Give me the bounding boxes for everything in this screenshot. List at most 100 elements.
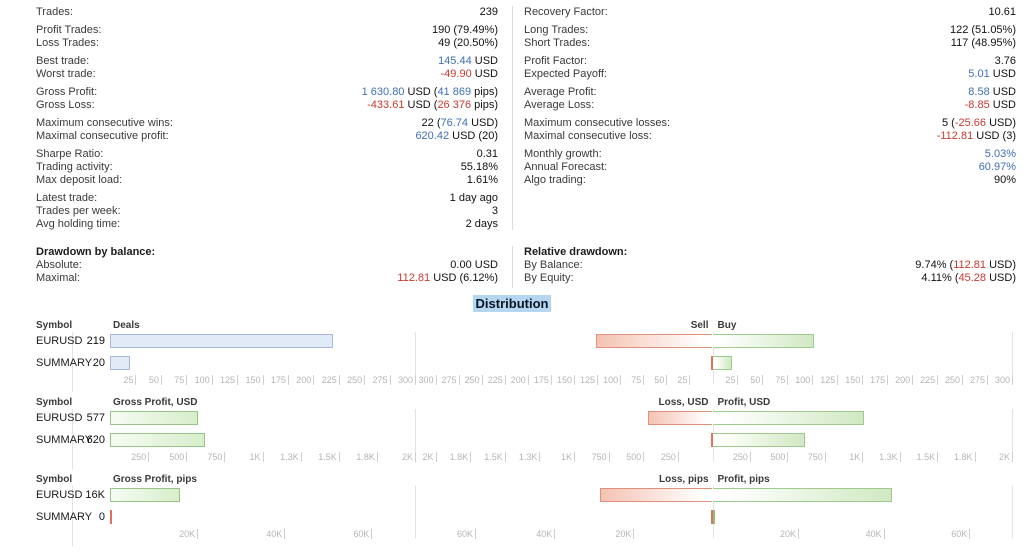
axis-tick: [937, 375, 939, 385]
axis-tick-label: 100: [795, 375, 811, 385]
symbol-summary: SUMMARY: [36, 434, 93, 446]
stat-value: -433.61 USD (26 376 pips): [367, 99, 498, 112]
axis-tick: [643, 452, 645, 462]
stat-value-part: -433.61: [367, 99, 405, 111]
axis-tick-label: 300: [397, 375, 413, 385]
axis-tick: [313, 375, 315, 385]
axis-tick-label: 60K: [353, 529, 370, 539]
axis-tick: [415, 375, 416, 385]
stat-value-part: 0.00 USD: [450, 259, 498, 271]
axis-tick: [481, 375, 483, 385]
axis-tick-label: 250: [347, 375, 363, 385]
symbol-summary: SUMMARY: [36, 511, 93, 523]
axis-tick-label: 1.5K: [484, 452, 503, 462]
stat-absolute: Absolute: 0.00 USD: [36, 259, 498, 272]
stat-label: Monthly growth:: [524, 148, 602, 160]
axis-tick: [458, 375, 460, 385]
axis-tick: [798, 529, 800, 539]
left-chart-title: Gross Profit, USD: [113, 397, 198, 408]
stat-label: Maximal consecutive loss:: [524, 130, 652, 142]
summary-profit-bar: [712, 356, 733, 370]
axis-tick: [899, 452, 901, 462]
stat-value-part: USD: [471, 55, 498, 67]
stat-best-trade: Best trade: 145.44 USD: [36, 55, 498, 68]
stat-value: -8.85 USD: [965, 99, 1016, 112]
left-chart-title: Gross Profit, pips: [113, 474, 197, 485]
stat-value-part: USD): [986, 272, 1016, 284]
stats-left-column: Trades: 239 Profit Trades: 190 (79.49%) Loss…: [36, 6, 498, 236]
axis-tick: [974, 452, 976, 462]
stat-label: By Equity:: [524, 272, 574, 284]
value-summary: 620: [86, 434, 105, 446]
axis-tick-label: 1.3K: [879, 452, 898, 462]
stat-gross-profit: Gross Profit: 1 630.80 USD (41 869 pips): [36, 86, 498, 99]
value-summary: 0: [98, 511, 105, 523]
axis-tick-label: 200: [510, 375, 526, 385]
stat-group: Recovery Factor: 10.61: [524, 6, 1016, 19]
eurusd-left-bar: [110, 411, 198, 425]
left-chart-title: Deals: [113, 320, 140, 331]
eurusd-left-bar: [110, 488, 180, 502]
stat-label: Trades per week:: [36, 205, 121, 217]
stat-label: Avg holding time:: [36, 218, 121, 230]
stat-value: 10.61: [988, 6, 1016, 19]
stat-value-part: -49.90: [440, 68, 472, 80]
summary-loss-bar: [710, 433, 713, 447]
stat-value-part: 239: [479, 6, 498, 18]
axis-tick-label: 20K: [615, 529, 632, 539]
axis-tick-label: 750: [591, 452, 607, 462]
stat-label: Annual Forecast:: [524, 161, 608, 173]
stat-value-part: 190 (79.49%): [431, 24, 498, 36]
stat-label: Average Profit:: [524, 86, 597, 98]
stat-label: Maximum consecutive wins:: [36, 117, 173, 129]
stat-label: Expected Payoff:: [524, 68, 607, 80]
stat-value-part: 76.74: [440, 117, 469, 129]
stat-label: Profit Trades:: [36, 24, 102, 36]
axis-tick: [435, 375, 437, 385]
pos-side-title: Profit, pips: [717, 474, 770, 485]
stat-label: Gross Profit:: [36, 86, 98, 98]
stat-average-loss: Average Loss: -8.85 USD: [524, 99, 1016, 112]
stat-value: 5.01 USD: [968, 68, 1016, 81]
stat-trades-per-week: Trades per week: 3: [36, 205, 498, 218]
stat-long-trades: Long Trades: 122 (51.05%): [524, 24, 1016, 37]
axis-tick: [574, 452, 575, 462]
stat-label: Recovery Factor:: [524, 6, 608, 18]
axis-tick: [338, 452, 340, 462]
stat-value: 5 (-25.66 USD): [942, 117, 1016, 130]
axis-tick-label: 1K: [849, 452, 861, 462]
stat-value-part: USD): [986, 117, 1016, 129]
stat-value-part: 41 869: [437, 86, 472, 98]
axis-tick: [883, 529, 885, 539]
stat-value: 90%: [994, 174, 1016, 187]
stat-value-part: 26 376: [437, 99, 472, 111]
stat-value-part: 1 day ago: [449, 192, 498, 204]
axis-tick: [937, 452, 939, 462]
chart-gross-profit-pips: Symbol Gross Profit, pips Loss, pips Profit…: [0, 472, 1024, 548]
axis-tick: [812, 375, 814, 385]
stat-label: Short Trades:: [524, 37, 591, 49]
summary-loss-bar: [710, 510, 713, 524]
eurusd-profit-bar: [712, 334, 815, 348]
stat-value-part: 1 630.80: [361, 86, 405, 98]
stat-value: 1.61%: [467, 174, 498, 187]
neg-side-title: Sell: [690, 320, 709, 331]
stat-value-part: 22 (: [421, 117, 441, 129]
stat-value-part: 55.18%: [460, 161, 498, 173]
axis-tick-label: 20K: [780, 529, 797, 539]
stat-group: Gross Profit: 1 630.80 USD (41 869 pips) G…: [36, 86, 498, 112]
stat-value: 117 (48.95%): [951, 37, 1016, 50]
chart-gridline: [1012, 332, 1013, 384]
stat-profit-factor: Profit Factor: 3.76: [524, 55, 1016, 68]
stat-label: Max deposit load:: [36, 174, 123, 186]
stat-value-part: USD (3): [973, 130, 1016, 142]
stat-value-part: USD): [986, 259, 1016, 271]
stat-value-part: USD (: [404, 99, 438, 111]
axis-tick: [504, 375, 506, 385]
stat-relative-drawdown: Relative drawdown:: [524, 246, 1016, 259]
stat-value: 145.44 USD: [438, 55, 498, 68]
stat-label: By Balance:: [524, 259, 583, 271]
axis-tick-label: 25: [123, 375, 134, 385]
axis-tick: [862, 375, 864, 385]
stat-drawdown-by-balance: Drawdown by balance:: [36, 246, 498, 259]
